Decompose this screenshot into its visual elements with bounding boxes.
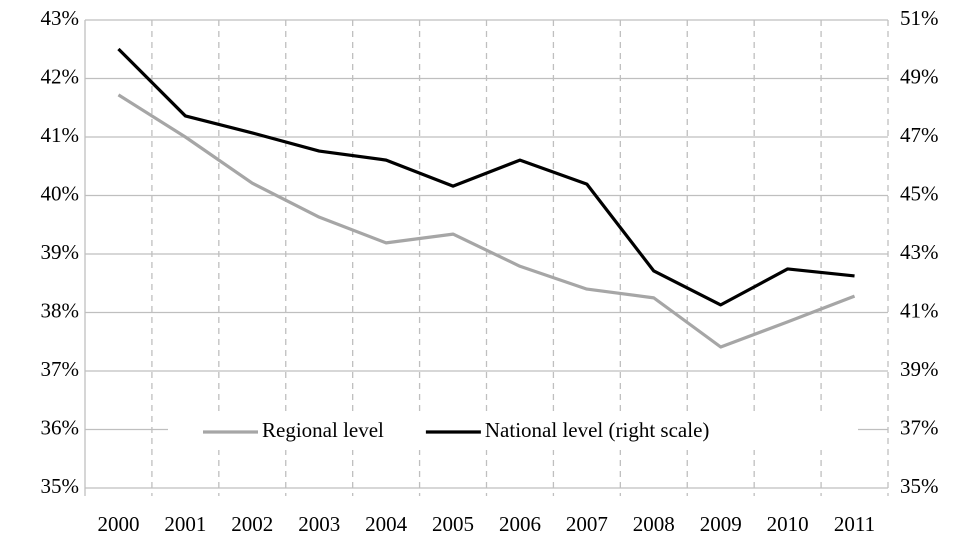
y-tick-label: 38% <box>41 298 80 322</box>
x-tick-label: 2007 <box>566 512 608 536</box>
series-line <box>117 47 855 307</box>
y2-tick-label: 45% <box>900 181 939 205</box>
series-line <box>117 93 856 349</box>
y-tick-label: 39% <box>41 240 80 264</box>
y2-tick-label: 43% <box>900 240 939 264</box>
x-tick-label: 2003 <box>298 512 340 536</box>
x-tick-label: 2000 <box>97 512 139 536</box>
y-tick-label: 36% <box>41 415 80 439</box>
x-tick-label: 2010 <box>767 512 809 536</box>
y-tick-label: 40% <box>41 181 80 205</box>
x-tick-label: 2009 <box>700 512 742 536</box>
y-tick-label: 35% <box>41 474 80 498</box>
x-tick-label: 2008 <box>633 512 675 536</box>
x-tick-label: 2005 <box>432 512 474 536</box>
y2-tick-label: 47% <box>900 123 939 147</box>
legend-label: Regional level <box>262 418 384 442</box>
x-tick-label: 2002 <box>231 512 273 536</box>
legend-label: National level (right scale) <box>485 418 710 442</box>
x-tick-label: 2011 <box>834 512 875 536</box>
y-tick-label: 43% <box>41 6 80 30</box>
y2-tick-label: 39% <box>900 357 939 381</box>
legend-box <box>168 414 858 450</box>
y-tick-label: 42% <box>41 64 80 88</box>
x-tick-label: 2001 <box>164 512 206 536</box>
y2-tick-label: 35% <box>900 474 939 498</box>
x-tick-label: 2006 <box>499 512 541 536</box>
y2-tick-label: 37% <box>900 415 939 439</box>
y-tick-label: 37% <box>41 357 80 381</box>
y2-tick-label: 41% <box>900 298 939 322</box>
y-tick-label: 41% <box>41 123 80 147</box>
y2-tick-label: 51% <box>900 6 939 30</box>
x-tick-label: 2004 <box>365 512 408 536</box>
y2-tick-label: 49% <box>900 64 939 88</box>
